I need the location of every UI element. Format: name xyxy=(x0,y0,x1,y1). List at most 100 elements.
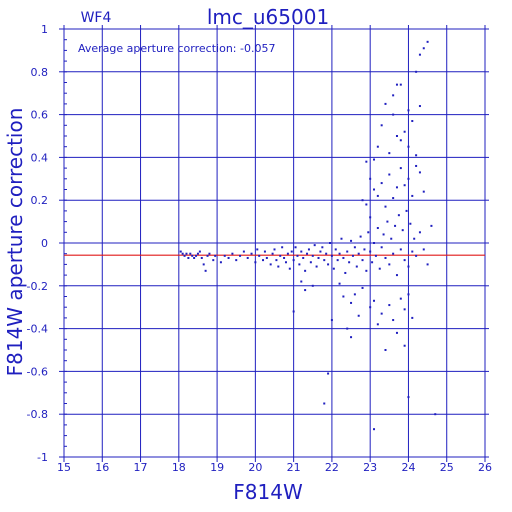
data-point xyxy=(407,265,410,268)
data-point xyxy=(403,308,406,311)
data-point xyxy=(411,194,414,197)
data-point xyxy=(401,229,404,232)
x-tick-label: 18 xyxy=(172,461,186,474)
data-point xyxy=(208,252,211,255)
data-point xyxy=(430,224,433,227)
x-tick-label: 19 xyxy=(210,461,224,474)
data-point xyxy=(344,271,347,274)
data-point xyxy=(328,242,331,244)
y-tick-label: 0.2 xyxy=(31,194,49,207)
x-tick-label: 26 xyxy=(478,461,492,474)
data-point xyxy=(342,295,345,298)
data-point xyxy=(392,197,395,200)
y-tick-label: 0.6 xyxy=(31,109,49,122)
y-axis-label: F814W aperture correction xyxy=(3,108,27,377)
data-point xyxy=(395,186,398,189)
data-point xyxy=(191,254,194,257)
data-point xyxy=(327,372,330,375)
data-point xyxy=(407,177,410,180)
data-point xyxy=(202,263,205,266)
data-point xyxy=(399,167,402,170)
data-point xyxy=(351,254,354,257)
data-point xyxy=(384,102,387,105)
data-point xyxy=(376,323,379,326)
data-point xyxy=(392,113,395,116)
data-point xyxy=(353,246,356,249)
data-point xyxy=(415,164,418,167)
data-point xyxy=(323,259,326,262)
data-point xyxy=(388,173,391,176)
data-point xyxy=(250,252,253,255)
data-point xyxy=(183,254,186,257)
x-tick-label: 25 xyxy=(440,461,454,474)
x-tick-label: 21 xyxy=(287,461,301,474)
data-point xyxy=(338,282,341,285)
data-point xyxy=(317,256,320,259)
data-point xyxy=(409,222,412,225)
data-point xyxy=(373,158,376,161)
data-point xyxy=(302,256,305,259)
data-point xyxy=(392,94,395,97)
data-point xyxy=(330,319,333,322)
data-point xyxy=(395,135,398,137)
data-point xyxy=(311,254,314,257)
data-point xyxy=(323,402,326,405)
data-point xyxy=(206,254,209,257)
data-point xyxy=(374,254,377,257)
data-point xyxy=(193,256,196,259)
x-axis-label: F814W xyxy=(233,480,303,504)
data-point xyxy=(185,252,188,255)
data-point xyxy=(350,239,353,242)
data-point xyxy=(380,182,383,185)
data-point xyxy=(304,289,307,292)
data-point xyxy=(350,301,353,304)
data-point xyxy=(198,250,201,253)
data-point xyxy=(395,83,398,86)
data-point xyxy=(338,252,341,255)
data-point xyxy=(367,231,370,234)
data-point xyxy=(357,252,360,255)
data-point xyxy=(415,254,418,257)
average-correction-annotation: Average aperture correction: -0.057 xyxy=(78,42,275,55)
data-point xyxy=(369,306,372,309)
data-point xyxy=(422,47,425,50)
data-point xyxy=(334,248,337,251)
data-point xyxy=(405,209,408,212)
data-point xyxy=(200,256,203,259)
data-point xyxy=(399,297,402,300)
data-point xyxy=(256,248,259,251)
data-point xyxy=(434,413,437,416)
data-point xyxy=(361,286,364,289)
x-tick-labels: 15 16 17 18 19 20 21 22 23 24 25 26 xyxy=(57,461,492,474)
y-tick-label: 0.8 xyxy=(31,66,49,79)
data-point xyxy=(271,252,274,255)
data-point xyxy=(384,205,387,208)
data-point xyxy=(300,280,303,283)
data-point xyxy=(394,224,397,227)
data-point xyxy=(399,139,402,142)
data-point xyxy=(195,254,198,257)
data-point xyxy=(254,261,257,264)
data-point xyxy=(422,248,425,251)
data-point xyxy=(380,246,383,249)
data-point xyxy=(399,83,402,86)
y-tick-label: 0.4 xyxy=(31,151,49,164)
data-point xyxy=(319,250,322,253)
data-point xyxy=(281,246,284,249)
data-point xyxy=(373,188,376,191)
data-point xyxy=(365,269,368,272)
data-point xyxy=(348,261,351,264)
data-point xyxy=(392,319,395,322)
y-tick-label: -0.2 xyxy=(27,280,48,293)
data-point xyxy=(286,252,289,255)
data-point xyxy=(403,259,406,262)
data-point xyxy=(403,184,406,187)
data-point xyxy=(307,248,310,251)
data-point xyxy=(284,261,287,264)
data-point xyxy=(262,259,265,262)
data-point xyxy=(422,190,425,193)
data-point xyxy=(235,259,238,262)
data-point xyxy=(242,250,245,253)
x-tick-label: 16 xyxy=(95,461,109,474)
data-point xyxy=(395,331,398,334)
